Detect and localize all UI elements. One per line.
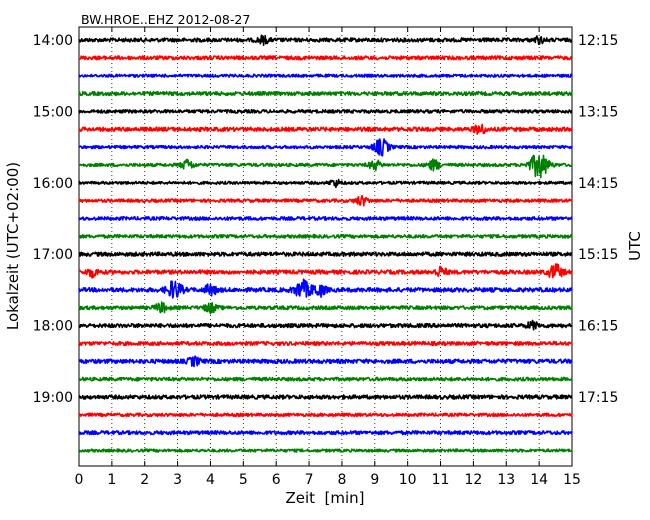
x-tick-label: 2 — [140, 472, 149, 488]
x-axis: 0 1 2 3 4 5 6 7 8 9 10 11 12 13 14 15 — [75, 27, 581, 488]
right-y-tick-label: 16:15 — [578, 319, 618, 335]
left-y-tick-label: 18:00 — [33, 319, 73, 335]
seismogram-trace — [78, 109, 573, 114]
seismogram-trace — [78, 233, 573, 239]
seismogram-trace — [78, 154, 573, 179]
seismogram-trace — [78, 251, 573, 257]
seismogram-trace — [78, 301, 573, 315]
left-y-tick-label: 19:00 — [33, 390, 73, 406]
seismogram-trace — [78, 216, 573, 221]
x-tick-label: 7 — [305, 472, 314, 488]
chart-title: BW.HROE..EHZ 2012-08-27 — [81, 12, 250, 27]
seismogram-trace — [78, 194, 573, 207]
left-y-tick-label: 17:00 — [33, 247, 73, 263]
seismogram-trace — [78, 55, 573, 61]
seismogram-trace — [78, 138, 573, 157]
x-tick-label: 12 — [464, 472, 482, 488]
x-tick-label: 6 — [272, 472, 281, 488]
seismogram-trace — [78, 394, 573, 400]
seismogram-trace — [78, 34, 573, 46]
x-tick-label: 11 — [432, 472, 450, 488]
x-tick-label: 0 — [75, 472, 84, 488]
x-tick-label: 8 — [337, 472, 346, 488]
x-tick-label: 14 — [530, 472, 548, 488]
right-y-tick-label: 14:15 — [578, 176, 618, 192]
plot-frame — [78, 26, 573, 467]
right-y-tick-label: 12:15 — [578, 33, 618, 49]
seismogram-trace — [78, 278, 573, 299]
x-tick-label: 1 — [107, 472, 116, 488]
x-tick-label: 9 — [370, 472, 379, 488]
seismogram-trace — [78, 73, 573, 78]
seismogram-trace — [78, 123, 573, 135]
x-tick-label: 10 — [399, 472, 417, 488]
seismogram-trace — [78, 376, 573, 382]
seismogram-trace — [78, 430, 573, 436]
left-y-tick-label: 15:00 — [33, 104, 73, 120]
seismogram-trace — [78, 355, 573, 368]
x-axis-title: Zeit [min] — [285, 489, 364, 507]
right-y-axis: 12:15 13:15 14:15 15:15 16:15 17:15 — [567, 33, 618, 406]
seismogram-trace — [78, 340, 573, 347]
right-y-axis-title: UTC — [626, 231, 644, 261]
x-tick-label: 5 — [239, 472, 248, 488]
seismogram-trace — [78, 90, 573, 97]
left-y-axis-title: Lokalzeit (UTC+02:00) — [4, 162, 22, 330]
x-tick-label: 4 — [206, 472, 215, 488]
seismogram-traces — [78, 34, 573, 453]
x-tick-label: 13 — [497, 472, 515, 488]
seismogram-trace — [78, 178, 573, 189]
seismogram-trace — [78, 263, 573, 279]
left-y-tick-label: 16:00 — [33, 176, 73, 192]
seismogram-trace — [78, 319, 573, 331]
right-y-tick-label: 17:15 — [578, 390, 618, 406]
left-y-tick-label: 14:00 — [33, 33, 73, 49]
x-tick-label: 15 — [563, 472, 581, 488]
right-y-tick-label: 13:15 — [578, 104, 618, 120]
left-y-axis: 14:00 15:00 16:00 17:00 18:00 19:00 — [33, 33, 84, 406]
seismogram-trace — [78, 412, 573, 418]
x-tick-label: 3 — [173, 472, 182, 488]
right-y-tick-label: 15:15 — [578, 247, 618, 263]
seismogram-trace — [78, 448, 573, 453]
